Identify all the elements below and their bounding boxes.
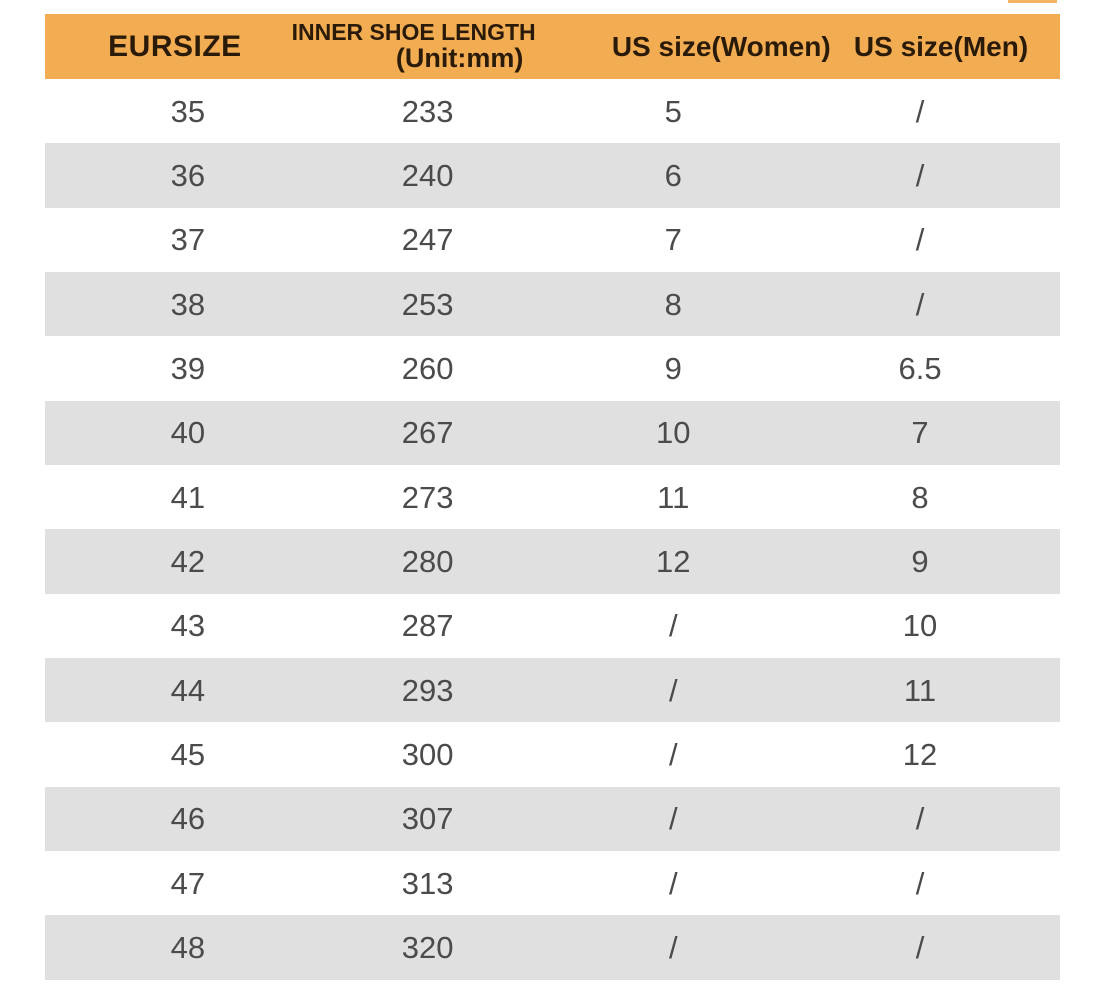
cell-eursize: 41: [170, 479, 206, 515]
cell-us-size-men: /: [915, 93, 925, 129]
cell-us-size-men: 10: [902, 608, 938, 644]
table-row: 37 247 7 /: [45, 207, 1060, 273]
cell-eursize: 39: [170, 351, 206, 387]
table-row: 44 293 / 11: [45, 658, 1060, 723]
cell-inner-shoe-length: 300: [401, 737, 454, 773]
cell-inner-shoe-length: 307: [401, 801, 454, 837]
cell-inner-shoe-length: 280: [401, 544, 454, 580]
cell-inner-shoe-length: 313: [401, 865, 454, 901]
cell-us-size-men: 8: [911, 479, 929, 515]
cell-us-size-men: 7: [911, 415, 929, 451]
cell-eursize: 35: [170, 93, 206, 129]
cell-us-size-women: /: [668, 737, 678, 773]
cell-us-size-women: 12: [656, 544, 691, 580]
cell-us-size-women: /: [668, 930, 678, 966]
cell-inner-shoe-length: 287: [401, 608, 454, 644]
cell-eursize: 46: [170, 801, 206, 837]
header-inner-shoe-length-unit: (Unit:mm): [395, 43, 524, 74]
table-row: 35 233 5 /: [45, 79, 1060, 144]
table-row: 47 313 / /: [45, 851, 1060, 916]
table-row: 46 307 / /: [45, 786, 1060, 852]
cell-inner-shoe-length: 233: [401, 93, 454, 129]
header-inner-shoe-length-line1: INNER SHOE LENGTH: [291, 18, 536, 45]
cell-inner-shoe-length: 253: [401, 286, 454, 322]
cell-inner-shoe-length: 293: [401, 672, 454, 708]
cell-eursize: 42: [170, 544, 206, 580]
header-eursize: EURSIZE: [108, 29, 242, 63]
cell-inner-shoe-length: 240: [401, 158, 454, 194]
header-inner-shoe-length: INNER SHOE LENGTH (Unit:mm): [291, 18, 537, 74]
cell-eursize: 38: [170, 286, 206, 322]
cell-eursize: 44: [170, 672, 206, 708]
cell-us-size-women: /: [668, 801, 678, 837]
cell-eursize: 43: [170, 608, 206, 644]
table-header-row: EURSIZE INNER SHOE LENGTH (Unit:mm) US s…: [45, 14, 1060, 79]
cell-us-size-men: /: [915, 286, 925, 322]
table-row: 45 300 / 12: [45, 722, 1060, 787]
table-row: 39 260 9 6.5: [45, 336, 1060, 401]
cell-us-size-men: /: [915, 930, 925, 966]
cell-inner-shoe-length: 260: [401, 351, 454, 387]
cell-us-size-women: 6: [664, 158, 682, 194]
cell-us-size-women: 10: [656, 415, 691, 451]
cell-us-size-women: 11: [657, 479, 690, 515]
shoe-size-table: EURSIZE INNER SHOE LENGTH (Unit:mm) US s…: [45, 14, 1060, 980]
cell-us-size-men: /: [915, 801, 925, 837]
cell-inner-shoe-length: 320: [401, 930, 454, 966]
cell-us-size-men: /: [915, 158, 925, 194]
cell-us-size-men: /: [915, 865, 925, 901]
cell-us-size-men: /: [915, 222, 925, 258]
cell-inner-shoe-length: 273: [401, 479, 454, 515]
cell-us-size-women: 7: [664, 222, 682, 258]
cell-us-size-men: 12: [902, 737, 938, 773]
cell-us-size-women: 5: [664, 93, 682, 129]
cell-us-size-women: /: [668, 672, 678, 708]
cell-eursize: 40: [170, 415, 206, 451]
cell-eursize: 45: [170, 737, 206, 773]
table-row: 41 273 11 8: [45, 465, 1060, 530]
cell-us-size-men: 11: [903, 672, 937, 708]
table-row: 42 280 12 9: [45, 529, 1060, 594]
cell-us-size-women: 8: [664, 286, 682, 322]
header-us-size-men: US size(Men): [853, 30, 1029, 62]
cell-eursize: 47: [170, 865, 206, 901]
table-row: 40 267 10 7: [45, 400, 1060, 466]
cell-us-size-women: /: [668, 865, 678, 901]
top-edge-artifact: [1008, 0, 1057, 3]
table-body: 35 233 5 / 36 240 6 / 37 247 7 / 38 253 …: [45, 79, 1060, 980]
cell-inner-shoe-length: 247: [401, 222, 454, 258]
cell-eursize: 48: [170, 930, 206, 966]
table-row: 48 320 / /: [45, 915, 1060, 980]
cell-us-size-women: /: [668, 608, 678, 644]
cell-us-size-women: 9: [664, 351, 682, 387]
cell-us-size-men: 9: [911, 544, 929, 580]
table-row: 43 287 / 10: [45, 593, 1060, 659]
cell-us-size-men: 6.5: [898, 351, 942, 387]
table-row: 38 253 8 /: [45, 272, 1060, 337]
table-row: 36 240 6 /: [45, 143, 1060, 208]
cell-eursize: 36: [170, 158, 206, 194]
cell-inner-shoe-length: 267: [401, 415, 454, 451]
header-us-size-women: US size(Women): [611, 30, 831, 62]
cell-eursize: 37: [170, 222, 206, 258]
